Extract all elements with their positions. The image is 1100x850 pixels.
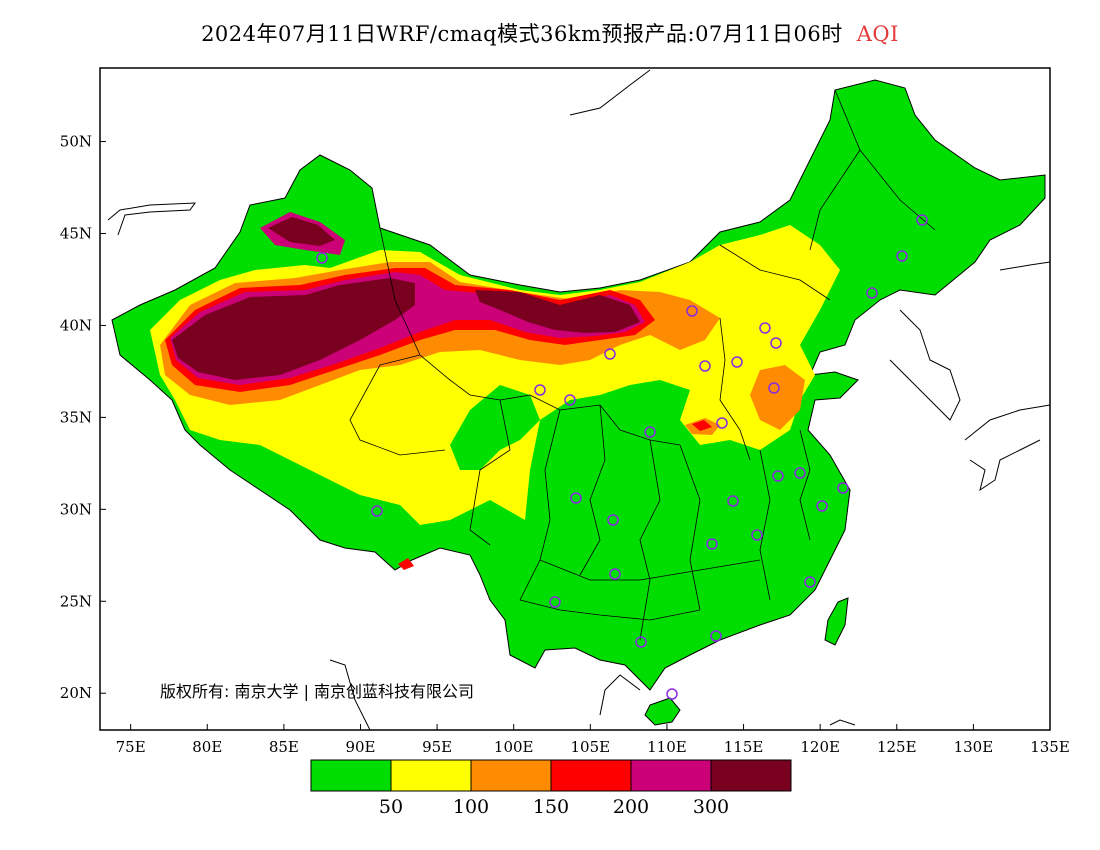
legend-swatch xyxy=(470,759,552,792)
station-marker xyxy=(699,360,711,372)
station-marker xyxy=(759,322,771,334)
station-marker xyxy=(866,287,878,299)
legend-label: 300 xyxy=(693,796,729,818)
station-marker xyxy=(768,382,780,394)
station-marker xyxy=(570,492,582,504)
legend-label: 200 xyxy=(613,796,649,818)
x-tick-label: 135E xyxy=(1030,738,1070,756)
legend-label: 100 xyxy=(453,796,489,818)
aqi-zone-green-pocket xyxy=(450,385,540,470)
station-marker xyxy=(706,538,718,550)
legend-label: 50 xyxy=(379,796,403,818)
station-marker xyxy=(549,596,561,608)
station-marker xyxy=(804,576,816,588)
x-tick-label: 95E xyxy=(422,738,452,756)
x-axis: 75E 80E 85E 90E 95E 100E 105E 110E 115E 120E 125E 1… xyxy=(116,724,1070,756)
station-marker xyxy=(607,514,619,526)
neighbor-coastlines xyxy=(107,69,1050,730)
x-tick-label: 90E xyxy=(345,738,375,756)
title-pollutant: AQI xyxy=(856,22,899,46)
x-tick-label: 105E xyxy=(571,738,611,756)
legend-swatch xyxy=(310,759,392,792)
legend-label: 150 xyxy=(533,796,569,818)
y-tick-label: 40N xyxy=(60,316,92,334)
y-tick-label: 45N xyxy=(60,225,92,243)
legend-swatch xyxy=(390,759,472,792)
station-markers xyxy=(316,214,928,700)
station-marker xyxy=(564,394,576,406)
station-marker xyxy=(727,495,739,507)
station-marker xyxy=(731,356,743,368)
hainan-island xyxy=(644,697,681,726)
station-marker xyxy=(794,467,806,479)
aqi-zone-red-center xyxy=(692,420,712,431)
copyright-text: 版权所有: 南京大学 | 南京创蓝科技有限公司 xyxy=(160,682,474,701)
station-marker xyxy=(316,252,328,264)
aqi-zone-red-small xyxy=(398,558,414,570)
legend-swatch xyxy=(710,759,792,792)
station-marker xyxy=(896,250,908,262)
x-tick-label: 130E xyxy=(954,738,994,756)
y-tick-label: 25N xyxy=(60,592,92,610)
title-text: 2024年07月11日WRF/cmaq模式36km预报产品:07月11日06时 xyxy=(201,22,843,46)
station-marker xyxy=(772,470,784,482)
aqi-zone-maroon-tarim xyxy=(172,278,415,380)
station-marker xyxy=(916,214,928,226)
station-marker xyxy=(837,482,849,494)
x-tick-label: 85E xyxy=(269,738,299,756)
taiwan-island xyxy=(824,597,849,646)
y-axis: 20N 25N 30N 35N 40N 45N 50N xyxy=(60,133,106,702)
station-marker xyxy=(635,636,647,648)
aqi-zone-orange-east xyxy=(750,365,805,430)
x-tick-label: 80E xyxy=(192,738,222,756)
station-marker xyxy=(609,568,621,580)
x-tick-label: 110E xyxy=(647,738,687,756)
station-marker xyxy=(534,384,546,396)
x-tick-label: 100E xyxy=(494,738,534,756)
map-area: 版权所有: 南京大学 | 南京创蓝科技有限公司 xyxy=(107,69,1050,730)
aqi-zone-maroon-mongolia xyxy=(475,290,640,333)
province-borders xyxy=(349,89,936,641)
x-tick-label: 75E xyxy=(116,738,146,756)
y-tick-label: 20N xyxy=(60,684,92,702)
aqi-zone-maroon-north xyxy=(268,217,335,246)
x-tick-label: 115E xyxy=(724,738,764,756)
x-tick-label: 125E xyxy=(877,738,917,756)
station-marker xyxy=(751,529,763,541)
map-frame xyxy=(99,67,1051,731)
legend-swatch xyxy=(630,759,712,792)
station-marker xyxy=(710,630,722,642)
station-marker xyxy=(816,500,828,512)
station-marker xyxy=(604,348,616,360)
y-tick-label: 35N xyxy=(60,408,92,426)
map-title: 2024年07月11日WRF/cmaq模式36km预报产品:07月11日06时 A… xyxy=(0,18,1100,48)
x-tick-label: 120E xyxy=(800,738,840,756)
station-marker xyxy=(770,337,782,349)
legend-swatch xyxy=(550,759,632,792)
station-marker xyxy=(686,305,698,317)
y-tick-label: 30N xyxy=(60,500,92,518)
y-tick-label: 50N xyxy=(60,133,92,151)
station-marker xyxy=(716,417,728,429)
aqi-legend: 50 100 150 200 300 xyxy=(310,759,792,818)
station-marker xyxy=(666,688,678,700)
station-marker xyxy=(371,505,383,517)
station-marker xyxy=(644,426,656,438)
